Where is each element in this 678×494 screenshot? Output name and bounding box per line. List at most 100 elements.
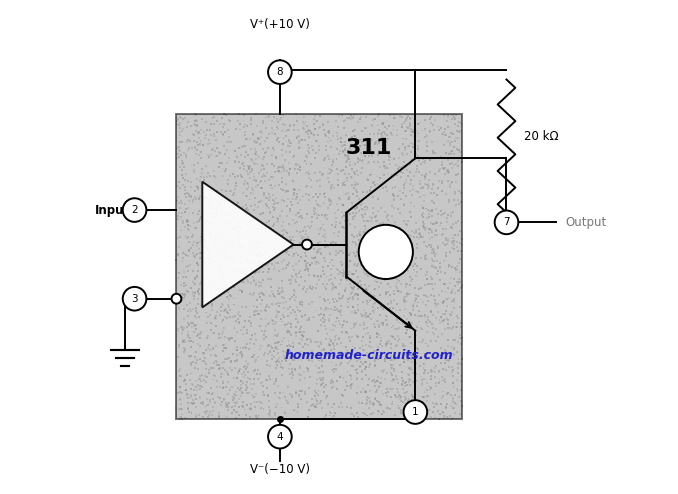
Point: [254, 282, 264, 290]
Point: [260, 243, 271, 251]
Point: [205, 172, 216, 180]
Point: [315, 399, 325, 407]
Point: [356, 388, 367, 396]
Point: [358, 360, 369, 368]
Point: [396, 280, 407, 288]
Point: [284, 341, 295, 349]
Point: [211, 342, 222, 350]
Point: [340, 146, 351, 154]
Point: [266, 239, 277, 247]
Point: [333, 123, 344, 131]
Point: [348, 270, 359, 278]
Point: [296, 328, 307, 335]
Point: [357, 205, 367, 213]
Point: [425, 235, 436, 243]
Point: [380, 340, 391, 348]
Point: [399, 379, 410, 387]
Point: [424, 406, 435, 414]
Point: [271, 195, 281, 203]
Point: [190, 110, 201, 118]
Point: [402, 315, 413, 323]
Point: [394, 325, 405, 332]
Point: [236, 348, 247, 356]
Point: [295, 376, 306, 384]
Point: [447, 263, 458, 271]
Point: [195, 342, 205, 350]
Point: [373, 343, 384, 351]
Point: [422, 392, 433, 400]
Point: [359, 289, 370, 297]
Point: [401, 320, 412, 328]
Point: [303, 413, 314, 421]
Point: [333, 206, 344, 213]
Point: [329, 369, 340, 376]
Point: [328, 306, 339, 314]
Point: [283, 327, 294, 334]
Point: [299, 368, 310, 376]
Point: [303, 267, 314, 275]
Point: [433, 333, 443, 341]
Point: [250, 150, 260, 158]
Point: [407, 396, 418, 404]
Point: [398, 377, 409, 385]
Point: [428, 220, 439, 228]
Point: [357, 368, 368, 376]
Point: [174, 163, 185, 170]
Point: [316, 338, 327, 346]
Point: [218, 232, 228, 240]
Point: [405, 311, 416, 319]
Point: [452, 385, 462, 393]
Point: [206, 146, 217, 154]
Point: [386, 364, 397, 371]
Point: [223, 399, 234, 407]
Point: [186, 409, 197, 417]
Point: [334, 333, 344, 341]
Point: [414, 234, 425, 242]
Point: [239, 180, 250, 188]
Point: [453, 231, 464, 239]
Point: [311, 307, 321, 315]
Point: [349, 125, 360, 133]
Point: [303, 196, 314, 204]
Point: [359, 306, 370, 314]
Point: [389, 391, 400, 399]
Point: [280, 264, 291, 272]
Point: [416, 232, 426, 240]
Point: [188, 305, 199, 313]
Point: [189, 275, 200, 283]
Point: [258, 331, 269, 339]
Point: [208, 403, 219, 411]
Point: [403, 112, 414, 120]
Point: [271, 153, 281, 161]
Point: [353, 285, 363, 292]
Point: [390, 268, 401, 276]
Point: [313, 193, 323, 201]
Point: [308, 131, 319, 139]
Point: [264, 292, 275, 300]
Point: [295, 328, 306, 335]
Point: [366, 294, 377, 302]
Point: [276, 340, 287, 348]
Point: [384, 337, 395, 345]
Point: [214, 265, 225, 273]
Point: [370, 240, 380, 248]
Point: [400, 296, 411, 304]
Point: [392, 326, 403, 333]
Point: [365, 136, 376, 144]
Point: [283, 137, 294, 145]
Point: [297, 336, 308, 344]
Point: [308, 207, 319, 215]
Point: [288, 306, 299, 314]
Point: [346, 381, 357, 389]
Point: [401, 264, 412, 272]
Point: [397, 189, 408, 197]
Point: [456, 360, 466, 368]
Point: [287, 216, 298, 224]
Point: [422, 319, 433, 327]
Circle shape: [268, 60, 292, 84]
Point: [441, 190, 452, 198]
Point: [178, 336, 189, 344]
Point: [296, 387, 307, 395]
Point: [441, 403, 452, 411]
Point: [390, 218, 401, 226]
